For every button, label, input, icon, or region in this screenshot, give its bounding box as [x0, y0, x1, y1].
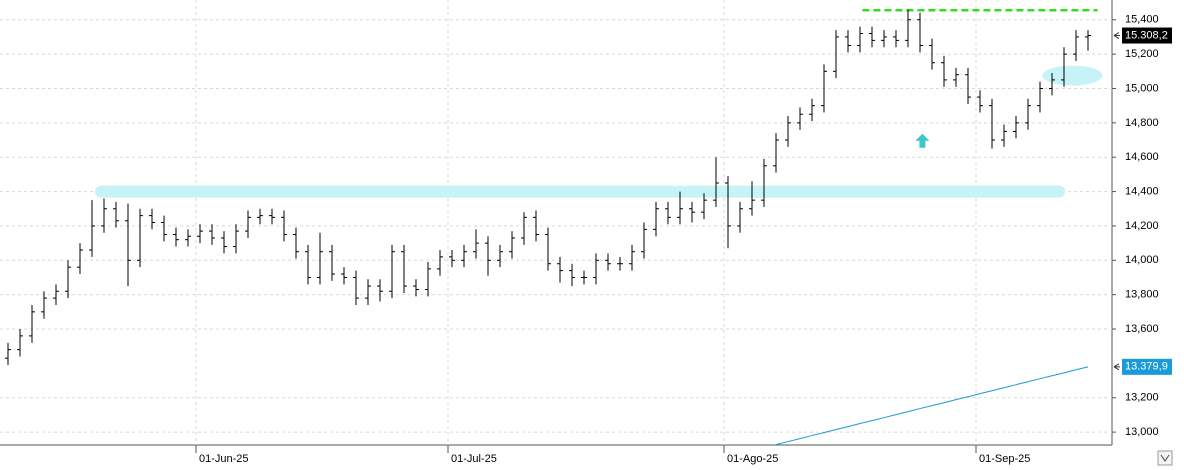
- x-tick-label: 01-Ago-25: [727, 453, 778, 465]
- highlight-ellipse: [1042, 65, 1103, 86]
- y-tick-label: 13,600: [1125, 323, 1159, 335]
- y-tick-label: 14,800: [1125, 117, 1159, 129]
- y-tick-label: 13,000: [1125, 426, 1159, 438]
- moving-average: [772, 366, 1089, 445]
- ma-price-tag: [1122, 358, 1172, 375]
- last-price-label: 15.308,2: [1125, 29, 1168, 41]
- y-tick-label: 15,400: [1125, 14, 1159, 26]
- x-tick-label: 01-Jul-25: [451, 453, 497, 465]
- y-tick-label: 14,000: [1125, 254, 1159, 266]
- y-tick-label: 15,200: [1125, 48, 1159, 60]
- price-pointer: [1113, 32, 1120, 39]
- y-tick-label: 14,600: [1125, 151, 1159, 163]
- ma-price-label: 13.379,9: [1125, 361, 1168, 373]
- up-arrow: [915, 133, 930, 148]
- y-tick-label: 14,400: [1125, 185, 1159, 197]
- y-tick-label: 13,800: [1125, 289, 1159, 301]
- plot-area: [0, 0, 1112, 445]
- x-tick-label: 01-Jun-25: [199, 453, 249, 465]
- corner-button[interactable]: [1157, 450, 1173, 466]
- y-tick-label: 15,000: [1125, 82, 1159, 94]
- ma-pointer: [1113, 363, 1120, 371]
- y-tick-label: 13,200: [1125, 392, 1159, 404]
- x-tick-label: 01-Sep-25: [979, 453, 1030, 465]
- y-tick-label: 14,200: [1125, 220, 1159, 232]
- corner-icon: [1160, 454, 1170, 462]
- last-price-tag: [1122, 27, 1172, 44]
- support-band: [95, 185, 1066, 198]
